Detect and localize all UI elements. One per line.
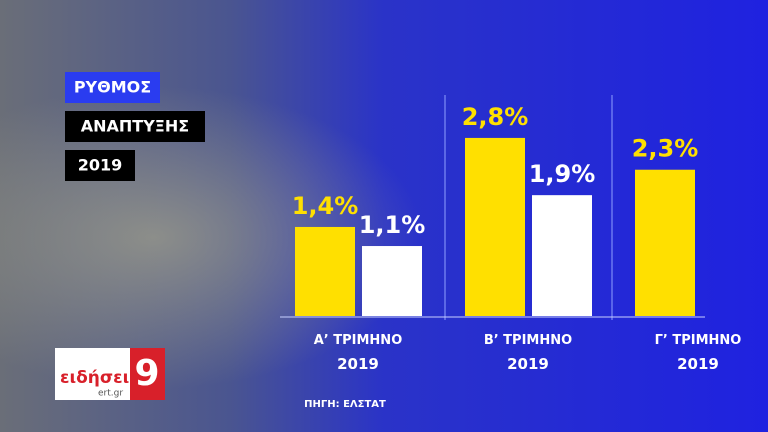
source: ΠΗΓΗ: ΕΛΣΤΑΤ [304, 399, 386, 410]
value-label: 2,3% [632, 135, 699, 163]
value-label: 1,1% [359, 211, 426, 239]
title-box [65, 111, 205, 142]
value-label: 2,8% [462, 103, 529, 131]
title-box [65, 150, 135, 181]
category-label: Γ’ ΤΡΙΜΗΝΟ 2019 [655, 333, 742, 373]
bar [362, 246, 422, 316]
title: ΡΥΘΜΟΣ ΑΝΑΠΤΥΞΗΣ 2019 [65, 72, 205, 181]
title-line: 2019 [78, 156, 123, 175]
logo-red [130, 348, 165, 400]
title-line: ΑΝΑΠΤΥΞΗΣ [81, 117, 189, 136]
bar [532, 195, 592, 316]
bar [295, 226, 355, 316]
logo: ειδήσεις ert.gr 9 [55, 348, 165, 400]
title-line: ΡΥΘΜΟΣ [74, 78, 151, 97]
category-label: Α’ ΤΡΙΜΗΝΟ 2019 [314, 333, 403, 373]
bar [635, 169, 695, 316]
value-label: 1,4% [292, 192, 359, 220]
logo-name: ειδήσεις [60, 368, 139, 388]
value-label: 1,9% [529, 160, 596, 188]
logo-site: ert.gr [98, 389, 123, 399]
category-label: Β’ ΤΡΙΜΗΝΟ 2019 [484, 333, 572, 373]
bar [465, 137, 525, 316]
title-box [65, 72, 160, 103]
logo-channel: 9 [134, 353, 159, 394]
